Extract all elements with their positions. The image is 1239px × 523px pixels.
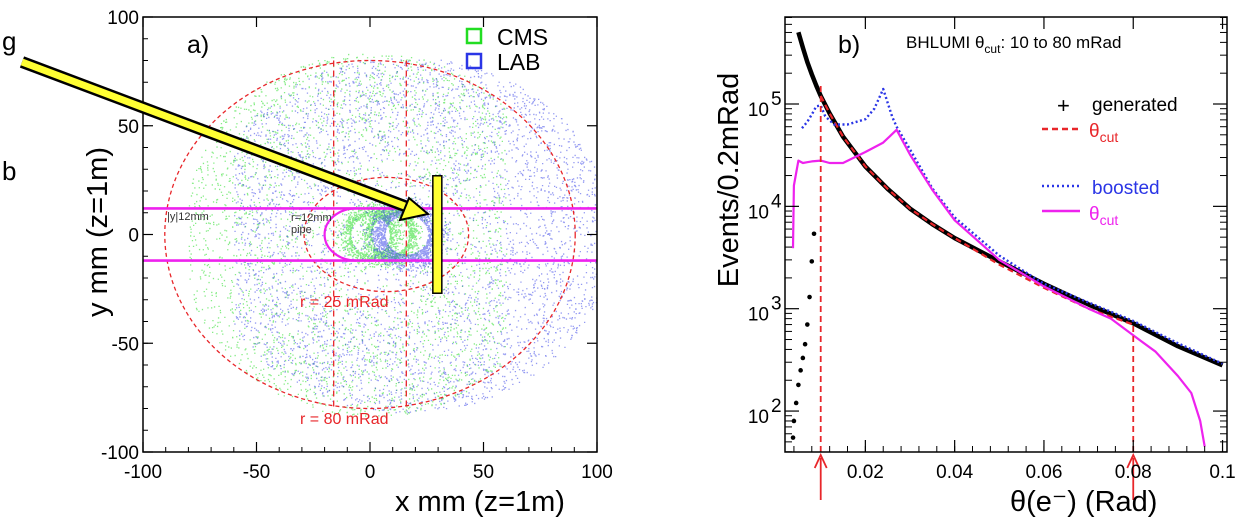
y-tick-label: 0 (128, 226, 139, 247)
b-x-tick-label: 0.04 (936, 462, 973, 483)
b-x-tick-label: 0.02 (847, 462, 884, 483)
panel-b-frame (784, 16, 1228, 453)
b-x-tick-label: 0.1 (1209, 462, 1235, 483)
generated-edge-point (807, 294, 812, 300)
x-tick-label: 50 (473, 462, 494, 483)
panel-b-title: BHLUMI θcut: 10 to 80 mRad (906, 33, 1121, 56)
y-tick-label: -100 (101, 443, 139, 464)
legend-cut-red-label: θcut (1089, 121, 1118, 145)
generated-edge-point (811, 231, 817, 237)
side-text-top: g (2, 26, 16, 56)
cms-points (188, 53, 508, 418)
x-tick-label: 100 (581, 462, 613, 483)
side-text-mid: b (2, 156, 16, 186)
x-tick-label: -50 (243, 462, 270, 483)
legend-generated-label: generated (1092, 95, 1178, 116)
generated-edge-point (802, 341, 808, 347)
b-y-tick-label: 10 (748, 407, 769, 428)
generated-edge-point (796, 382, 801, 388)
y-tick-label: 100 (107, 8, 139, 29)
cut-arrow-head-1 (1126, 452, 1141, 469)
detector-bar (432, 175, 443, 294)
band-annotation: |y|12mm (167, 211, 209, 223)
generated-edge-point (790, 435, 796, 440)
y-tick-label: -50 (112, 334, 139, 355)
pipe-arc (323, 207, 357, 262)
pipe-annotation: pipe (291, 224, 312, 236)
b-x-tick-label: 0.08 (1115, 462, 1152, 483)
generated-edge-point (809, 259, 815, 264)
outer-cut-annotation: r = 80 mRad (300, 411, 388, 428)
b-y-tick-label: 10 (748, 100, 769, 121)
series--cut-boosted- (791, 128, 1206, 447)
b-y-tick-exponent: 5 (771, 89, 782, 110)
inner-cut-circle (303, 176, 470, 293)
b-y-tick-label: 10 (748, 305, 769, 326)
legend-lab-swatch (465, 52, 483, 70)
legend-generated-symbol: + (1057, 93, 1070, 118)
panel-a-label: a) (187, 31, 209, 59)
panel-a-overlay (143, 59, 597, 410)
inner-cut-annotation: r = 25 mRad (300, 294, 388, 311)
legend-cms-label: CMS (497, 24, 548, 50)
legend-lab-label: LAB (497, 49, 540, 75)
panel-a-ylabel: y mm (z=1m) (82, 147, 114, 317)
yellow-arrow (19, 56, 431, 222)
pipe-radius-annotation: r=12mm (291, 212, 332, 224)
scatter-points (188, 53, 597, 418)
b-x-tick-label: 0.06 (1025, 462, 1062, 483)
series--cut-generated- (819, 95, 1134, 326)
outer-cut-circle (164, 59, 576, 410)
x-tick-label: 0 (365, 462, 376, 483)
y-tick-label: 50 (118, 117, 139, 138)
generated-edge-point (791, 418, 797, 424)
cut-arrow-head-0 (813, 452, 828, 469)
b-y-tick-label: 10 (748, 202, 769, 223)
b-y-tick-exponent: 4 (771, 191, 782, 212)
b-y-tick-exponent: 3 (771, 294, 782, 315)
series-boosted (801, 87, 1224, 365)
panel-a-xlabel: x mm (z=1m) (395, 486, 565, 518)
generated-edge-point (793, 400, 799, 406)
panel-b-ylabel: Events/0.2mRad (713, 73, 745, 287)
b-y-tick-exponent: 2 (771, 396, 782, 417)
x-tick-label: -100 (124, 462, 162, 483)
panel-b-xlabel: θ(e⁻) (Rad) (1010, 486, 1157, 518)
panel-b-plot (790, 31, 1224, 452)
panel-a: -100 -50 0 50 100 -100 -50 0 50 100 a) CMS LAB |y… (82, 8, 613, 518)
generated-edge-point (800, 355, 806, 361)
legend-cms-swatch (465, 27, 483, 45)
generated-edge-point (798, 368, 803, 373)
generated-edge-point (805, 322, 810, 327)
panel-b-label: b) (838, 31, 860, 59)
legend-cut-magenta-label: θcut (1089, 204, 1118, 228)
lab-points (234, 58, 597, 414)
legend-boosted-label: boosted (1092, 178, 1160, 199)
panel-a-ticks: -100 -50 0 50 100 -100 -50 0 50 100 (101, 8, 613, 483)
